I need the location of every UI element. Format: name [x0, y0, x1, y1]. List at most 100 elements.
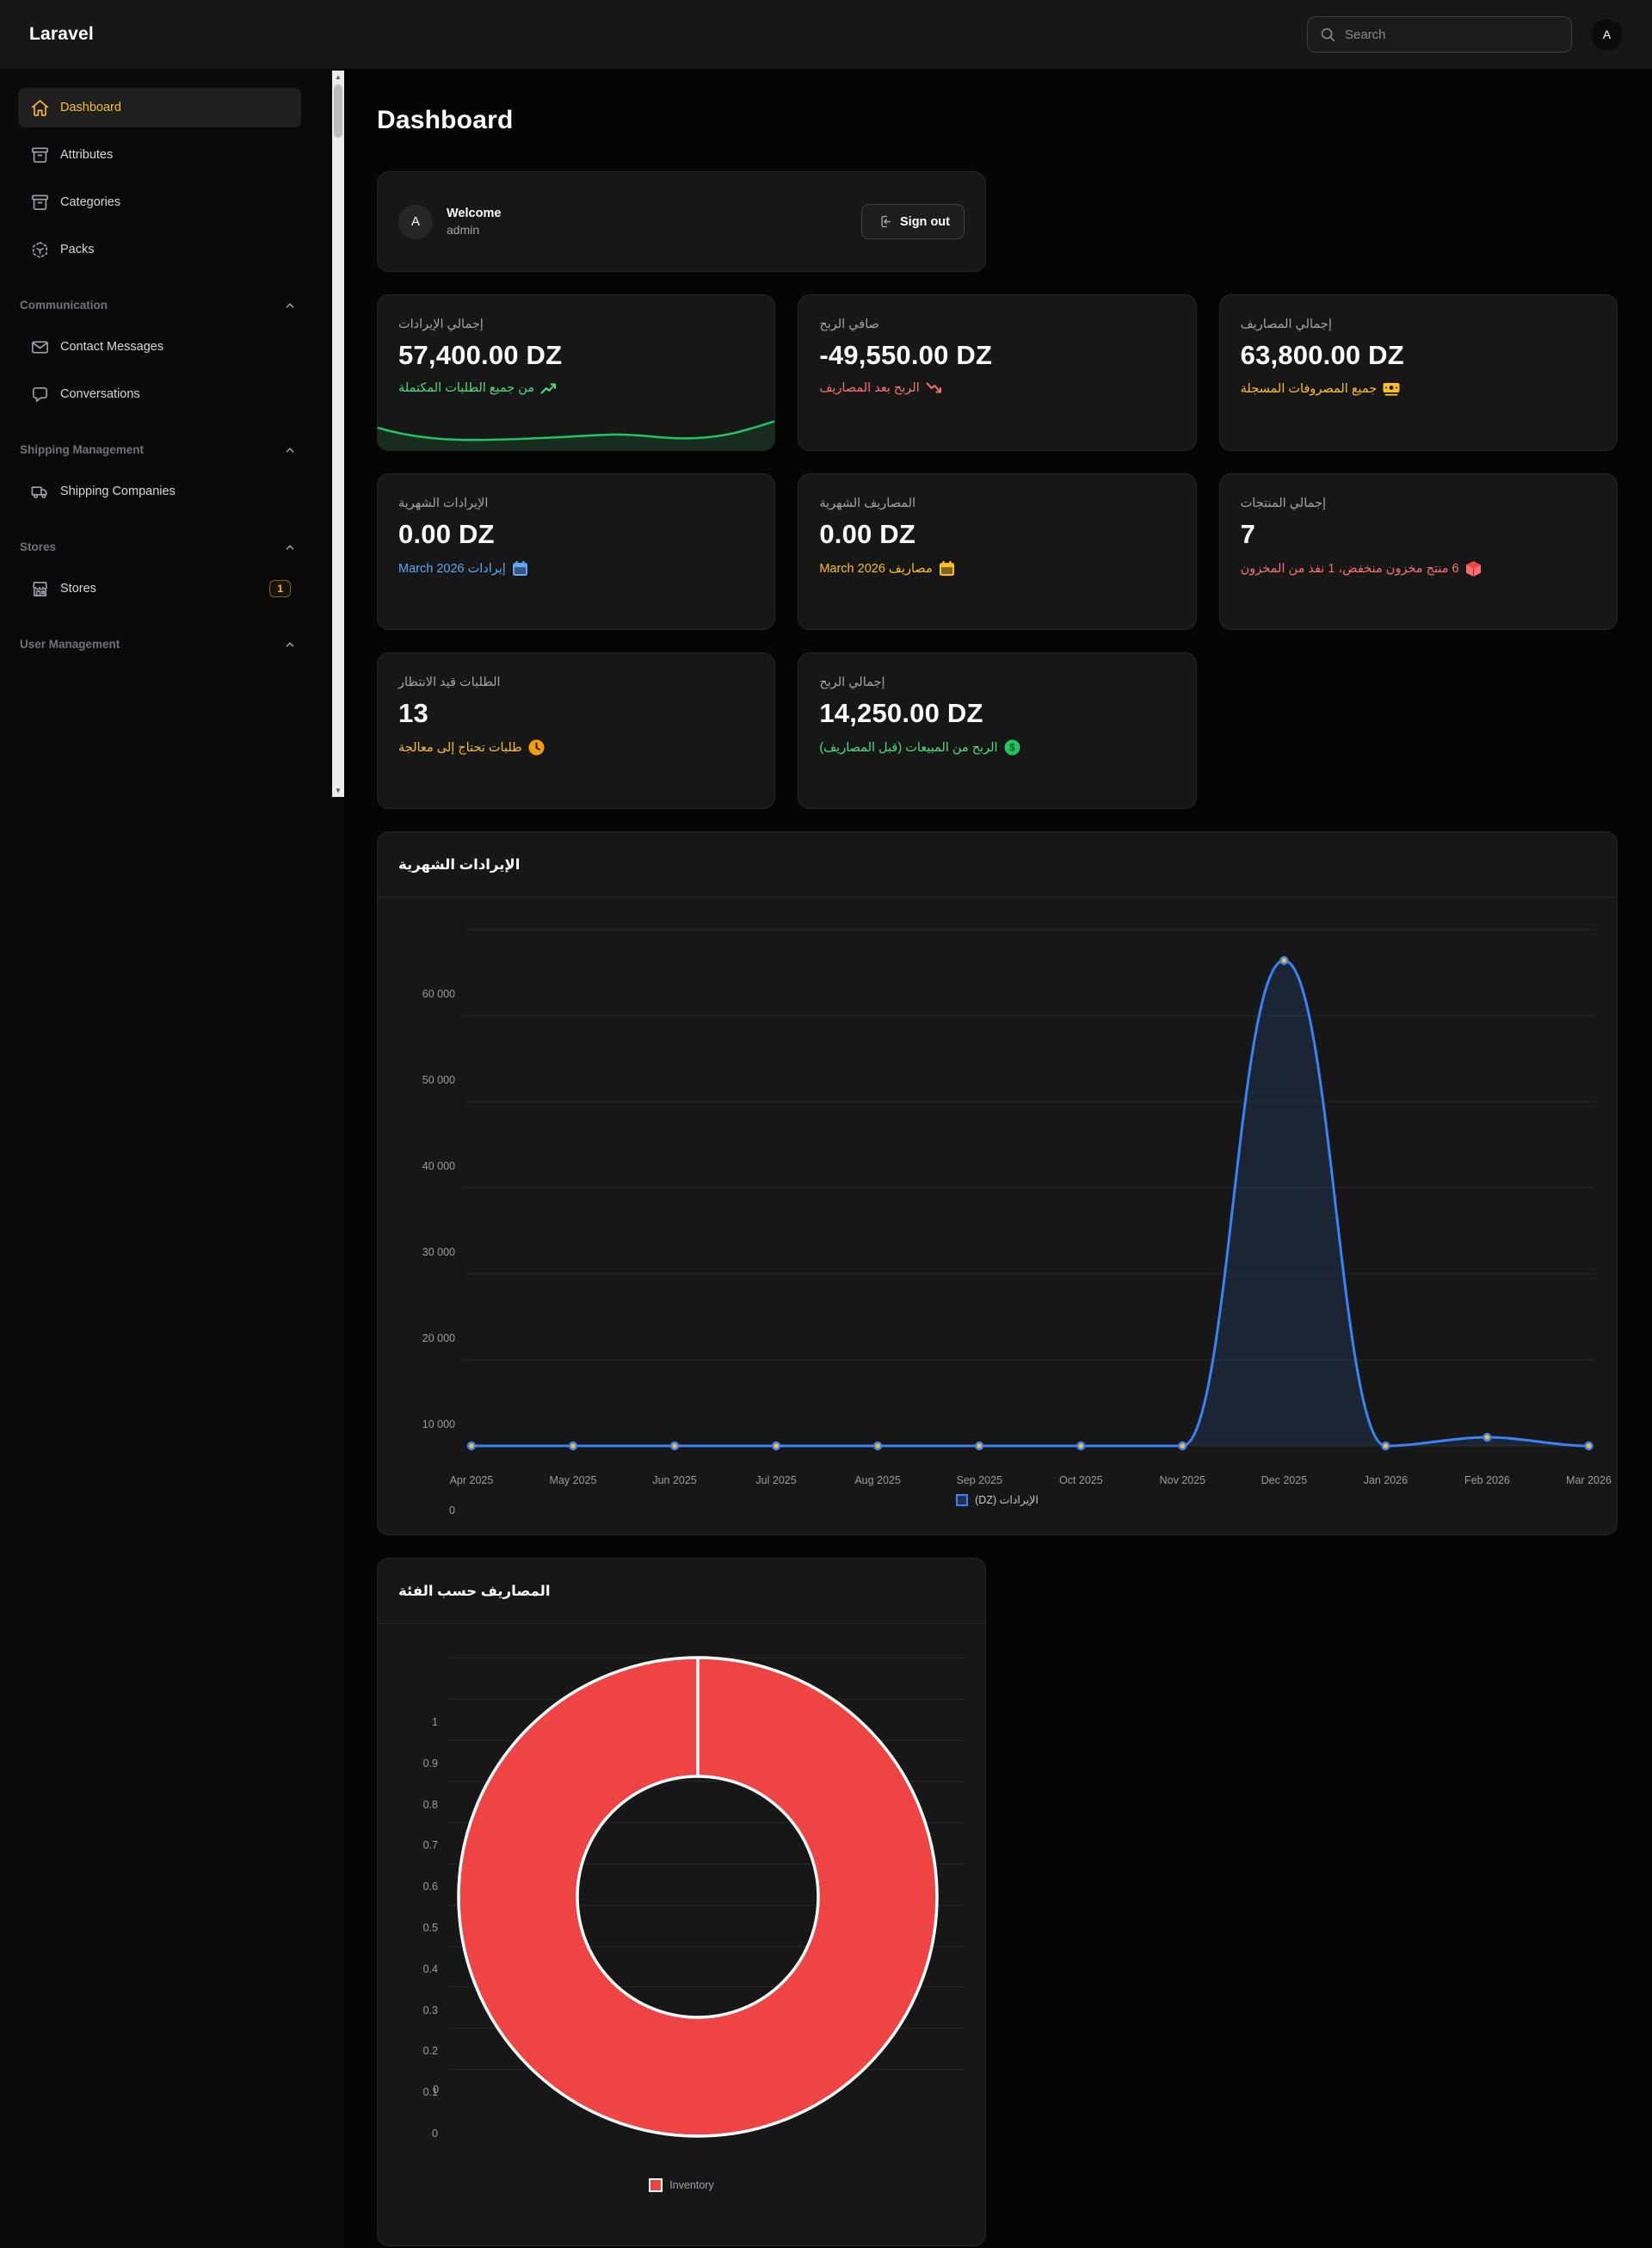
sidebar-item-label: Attributes — [60, 148, 114, 162]
welcome-title: Welcome — [447, 207, 502, 220]
monthly-revenue-chart-widget: الإيرادات الشهرية 60 000 50 000 40 000 3… — [377, 831, 1618, 1535]
legend-swatch — [956, 1493, 969, 1506]
sidebar-nav: Dashboard Attributes Categories Packs — [0, 69, 344, 797]
stat-description: طلبات تحتاج إلى معالجة — [398, 740, 522, 755]
envelope-icon — [29, 337, 50, 357]
line-chart-legend[interactable]: الإيرادات (DZ) — [378, 1493, 1617, 1506]
chevron-up-icon — [284, 300, 296, 312]
stat-value: 7 — [1240, 519, 1256, 549]
sidebar-item-label: Contact Messages — [60, 340, 164, 354]
stores-count-badge: 1 — [269, 580, 291, 597]
sidebar-item-label: Shipping Companies — [60, 485, 176, 498]
stat-value: 0.00 DZ — [398, 519, 495, 549]
sidebar-item-label: Packs — [60, 243, 95, 256]
sidebar-item-categories[interactable]: Categories — [18, 182, 301, 222]
sign-out-button[interactable]: Sign out — [861, 204, 965, 239]
legend-label: الإيرادات (DZ) — [975, 1494, 1039, 1506]
sidebar: Dashboard Attributes Categories Packs — [0, 69, 344, 2248]
sidebar-item-contact-messages[interactable]: Contact Messages — [18, 327, 301, 367]
stat-description: الربح من المبيعات (قبل المصاريف) — [819, 740, 998, 755]
stat-description: من جميع الطلبات المكتملة — [398, 381, 535, 395]
archive-box-icon — [29, 145, 50, 165]
chart-title: الإيرادات الشهرية — [398, 856, 521, 873]
chat-bubble-icon — [29, 384, 50, 405]
sidebar-group-user-management[interactable]: User Management — [20, 638, 296, 651]
stat-value: 63,800.00 DZ — [1240, 340, 1404, 370]
stat-total-expenses: إجمالي المصاريف 63,800.00 DZ جميع المصرو… — [1218, 294, 1618, 451]
stat-description: جميع المصروفات المسجلة — [1240, 381, 1378, 396]
app-logo[interactable]: Laravel — [29, 24, 94, 44]
topbar: Laravel A — [0, 0, 1652, 69]
home-icon — [29, 97, 50, 118]
sidebar-item-label: Dashboard — [60, 101, 121, 114]
sidebar-item-stores[interactable]: Stores 1 — [18, 569, 301, 608]
sidebar-item-shipping-companies[interactable]: Shipping Companies — [18, 472, 301, 511]
stat-description: 6 منتج مخزون منخفض، 1 نفذ من المخزون — [1240, 562, 1459, 576]
scroll-up-arrow[interactable]: ▲ — [332, 71, 344, 83]
sidebar-item-attributes[interactable]: Attributes — [18, 135, 301, 175]
chevron-up-icon — [284, 444, 296, 456]
stat-label: إجمالي المنتجات — [1240, 497, 1326, 510]
chart-title: المصاريف حسب الفئة — [398, 1583, 551, 1599]
legend-label: Inventory — [669, 2179, 714, 2191]
main-content: Dashboard A Welcome admin Sign out — [344, 69, 1652, 2248]
scrollbar-thumb[interactable] — [334, 84, 342, 138]
user-avatar[interactable]: A — [1591, 18, 1623, 51]
stat-value: 14,250.00 DZ — [819, 698, 983, 728]
stat-pending-orders: الطلبات قيد الانتظار 13 طلبات تحتاج إلى … — [377, 652, 776, 809]
page-title: Dashboard — [377, 106, 514, 134]
sidebar-scrollbar[interactable]: ▲ ▼ — [332, 71, 344, 797]
group-label: User Management — [20, 638, 120, 651]
sidebar-item-packs[interactable]: Packs — [18, 230, 301, 269]
welcome-avatar: A — [398, 204, 433, 239]
search-input-container[interactable] — [1307, 16, 1572, 52]
doughnut-legend[interactable]: Inventory — [378, 2178, 985, 2192]
sidebar-group-stores[interactable]: Stores — [20, 540, 296, 553]
stat-monthly-expenses: المصاريف الشهرية 0.00 DZ مصاريف March 20… — [798, 473, 1197, 630]
logout-icon — [876, 213, 892, 230]
doughnut-chart[interactable] — [448, 1647, 947, 2146]
x-axis-tick: 0 — [433, 2084, 439, 2096]
line-chart-plot[interactable] — [465, 917, 1595, 1468]
search-input[interactable] — [1345, 27, 1559, 42]
stat-description: مصاريف March 2026 — [819, 561, 933, 576]
sidebar-item-label: Conversations — [60, 387, 140, 401]
stat-description: الربح بعد المصاريف — [819, 381, 920, 395]
sidebar-item-conversations[interactable]: Conversations — [18, 374, 301, 414]
welcome-username: admin — [447, 223, 480, 237]
archive-box-icon — [29, 192, 50, 213]
sidebar-group-shipping-management[interactable]: Shipping Management — [20, 443, 296, 456]
stat-description: إيرادات March 2026 — [398, 561, 506, 576]
group-label: Stores — [20, 540, 57, 553]
expenses-by-category-widget: المصاريف حسب الفئة 1 0.9 0.8 0.7 0.6 0.5… — [377, 1558, 986, 2246]
sidebar-item-clipped[interactable] — [18, 666, 301, 676]
stat-label: الطلبات قيد الانتظار — [398, 676, 501, 689]
chevron-up-icon — [284, 541, 296, 553]
stat-monthly-revenue: الإيرادات الشهرية 0.00 DZ إيرادات March … — [377, 473, 776, 630]
trending-down-icon — [926, 382, 943, 394]
sign-out-label: Sign out — [900, 214, 950, 229]
cube-icon — [1465, 560, 1482, 577]
svg-text:$: $ — [1009, 744, 1015, 754]
stat-label: صافي الربح — [819, 318, 879, 331]
sidebar-item-dashboard[interactable]: Dashboard — [18, 88, 301, 127]
account-widget: A Welcome admin Sign out — [377, 171, 986, 272]
revenue-sparkline — [378, 420, 775, 450]
banknotes-icon — [1383, 381, 1400, 396]
stat-net-profit: صافي الربح -49,550.00 DZ الربح بعد المصا… — [798, 294, 1197, 451]
stat-value: 0.00 DZ — [819, 519, 915, 549]
calendar-icon — [512, 560, 528, 577]
stat-label: إجمالي الإيرادات — [398, 318, 484, 331]
stat-value: -49,550.00 DZ — [819, 340, 993, 370]
scroll-down-arrow[interactable]: ▼ — [332, 784, 344, 797]
sidebar-group-communication[interactable]: Communication — [20, 299, 296, 312]
x-axis-labels: Apr 2025 May 2025 Jun 2025 Jul 2025 Aug … — [449, 1474, 1612, 1486]
stat-total-products: إجمالي المنتجات 7 6 منتج مخزون منخفض، 1 … — [1218, 473, 1618, 630]
clock-icon — [528, 739, 545, 756]
cube-transparent-icon — [29, 239, 50, 260]
stat-gross-profit: إجمالي الربح 14,250.00 DZ الربح من المبي… — [798, 652, 1197, 809]
sidebar-item-label: Categories — [60, 195, 121, 209]
stat-total-revenue: إجمالي الإيرادات 57,400.00 DZ من جميع ال… — [377, 294, 776, 451]
stat-value: 13 — [398, 698, 428, 728]
stat-label: إجمالي المصاريف — [1240, 318, 1332, 331]
